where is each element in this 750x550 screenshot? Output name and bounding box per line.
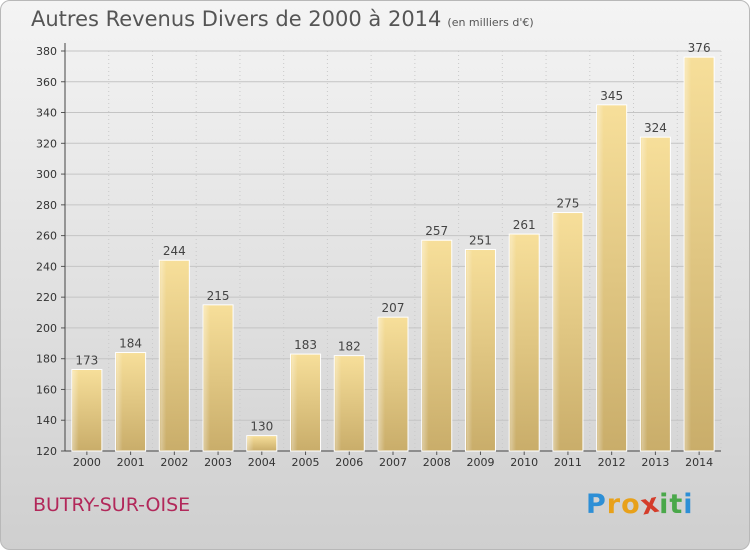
axes: 120 140 160 180 200 220 240 260 280 300 320 340 360 3… — [36, 43, 721, 469]
bar-highlight — [379, 318, 385, 450]
y-tick-label: 340 — [36, 107, 57, 120]
value-label: 324 — [644, 121, 667, 135]
value-label: 261 — [513, 218, 536, 232]
value-label: 251 — [469, 233, 492, 247]
bar-highlight — [291, 355, 298, 450]
value-label: 130 — [250, 420, 273, 434]
x-tick-label: 2010 — [510, 456, 538, 469]
bars — [71, 56, 715, 452]
bar-highlight — [510, 235, 517, 450]
y-tick-label: 160 — [36, 383, 57, 396]
y-tick-label: 320 — [36, 137, 57, 150]
x-tick-label: 2011 — [554, 456, 582, 469]
x-tick-label: 2004 — [248, 456, 276, 469]
value-label: 345 — [600, 89, 623, 103]
x-tick-label: 2014 — [685, 456, 713, 469]
x-tick-label: 2009 — [466, 456, 494, 469]
y-tick-label: 240 — [36, 260, 57, 273]
bar-highlight — [422, 241, 429, 450]
value-label: 173 — [75, 353, 98, 367]
x-tick-label: 2008 — [423, 456, 451, 469]
y-tick-label: 180 — [36, 353, 57, 366]
bar-highlight — [116, 353, 123, 450]
bar-highlight — [553, 213, 560, 450]
x-tick-label: 2012 — [598, 456, 626, 469]
bar-highlight — [204, 305, 211, 450]
y-tick-label: 120 — [36, 445, 57, 458]
y-tick-label: 360 — [36, 76, 57, 89]
y-tick-label: 280 — [36, 199, 57, 212]
y-tick-label: 300 — [36, 168, 57, 181]
chart-subtitle: (en milliers d'€) — [447, 16, 534, 29]
bar-highlight — [685, 58, 692, 451]
logo-letter: t — [669, 489, 684, 520]
value-label: 182 — [338, 340, 361, 354]
x-tick-label: 2005 — [292, 456, 320, 469]
x-tick-label: 2003 — [204, 456, 232, 469]
x-tick-label: 2013 — [641, 456, 669, 469]
chart-title-text: Autres Revenus Divers de 2000 à 2014 — [31, 7, 442, 31]
bar — [246, 435, 278, 452]
value-label: 244 — [163, 244, 186, 258]
logo-letter: P — [586, 489, 607, 520]
value-label: 215 — [207, 289, 230, 303]
bar-highlight — [72, 370, 79, 450]
logo-letter: o — [621, 489, 641, 520]
x-tick-label: 2000 — [73, 456, 101, 469]
y-tick-label: 200 — [36, 322, 57, 335]
logo-letter: r — [606, 489, 622, 520]
bar-highlight — [466, 250, 473, 450]
commune-name: BUTRY-SUR-OISE — [33, 494, 191, 516]
bar-highlight — [247, 436, 254, 450]
chart-title: Autres Revenus Divers de 2000 à 2014 (en … — [31, 7, 534, 31]
proxiti-logo: Proxiti — [586, 487, 694, 521]
value-label: 183 — [294, 338, 317, 352]
x-tick-label: 2007 — [379, 456, 407, 469]
value-label: 207 — [382, 301, 405, 315]
y-tick-label: 140 — [36, 414, 57, 427]
value-label: 275 — [556, 197, 579, 211]
x-tick-label: 2002 — [160, 456, 188, 469]
logo-letter: i — [683, 489, 694, 520]
y-tick-label: 380 — [36, 45, 57, 58]
x-tick-label: 2006 — [335, 456, 363, 469]
bar-highlight — [335, 356, 342, 450]
bar-highlight — [641, 138, 648, 450]
value-label: 376 — [688, 41, 711, 55]
y-tick-label: 260 — [36, 230, 57, 243]
bar-highlight — [160, 261, 167, 450]
x-tick-label: 2001 — [117, 456, 145, 469]
value-label: 257 — [425, 224, 448, 238]
logo-letter: i — [659, 489, 670, 520]
bar-highlight — [597, 105, 604, 450]
value-label: 184 — [119, 337, 142, 351]
y-tick-label: 220 — [36, 291, 57, 304]
value-labels: 173 184 244 215 130 183 182 207 257 251 261 275 345 3… — [75, 41, 710, 433]
